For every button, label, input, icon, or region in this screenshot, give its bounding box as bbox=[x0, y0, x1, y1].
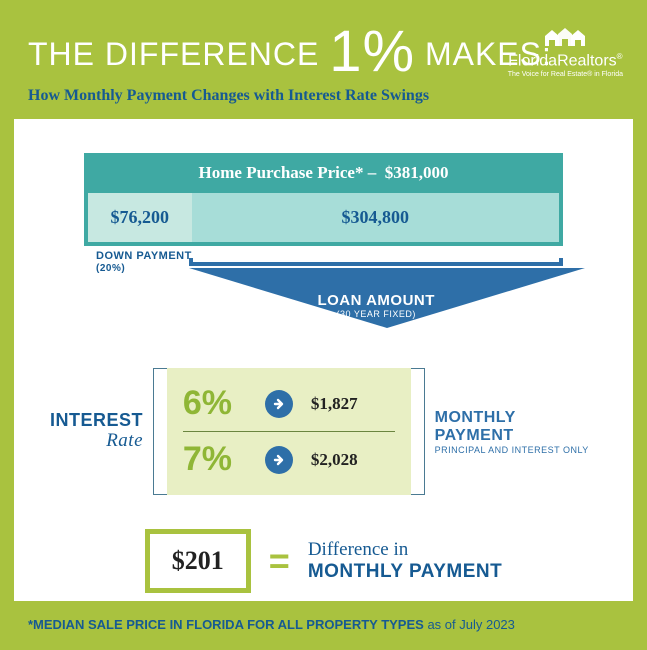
header: THE DIFFERENCE 1% MAKES: How Monthly Pay… bbox=[0, 0, 647, 113]
monthly-payment-label: MONTHLY PAYMENT PRINCIPAL AND INTEREST O… bbox=[425, 409, 597, 455]
price-box: Home Purchase Price* – $381,000 $76,200 … bbox=[84, 153, 563, 246]
bracket-line bbox=[189, 258, 563, 266]
title-percent: 1% bbox=[329, 19, 415, 84]
footnote-bold: *MEDIAN SALE PRICE IN FLORIDA FOR ALL PR… bbox=[28, 617, 424, 632]
loan-amount-cell: $304,800 bbox=[192, 193, 559, 242]
loan-bracket: LOAN AMOUNT (30 YEAR FIXED) bbox=[84, 274, 563, 346]
payment-value: $1,827 bbox=[311, 394, 358, 414]
houses-icon bbox=[508, 24, 623, 52]
arrow-right-icon bbox=[265, 446, 293, 474]
difference-label: Difference in MONTHLY PAYMENT bbox=[308, 539, 502, 583]
payment-value: $2,028 bbox=[311, 450, 358, 470]
rates-section: INTEREST Rate 6% $1,827 7% $2,028 MONTHL… bbox=[50, 368, 597, 495]
price-header-value: $381,000 bbox=[385, 163, 449, 182]
rate-value: 7% bbox=[183, 440, 247, 479]
left-bracket-icon bbox=[153, 368, 167, 495]
equals-icon: = bbox=[269, 540, 290, 582]
difference-amount: $201 bbox=[145, 529, 251, 593]
logo: FloridaRealtors® The Voice for Real Esta… bbox=[508, 24, 623, 78]
rate-row: 6% $1,827 bbox=[183, 376, 395, 431]
loan-label: LOAN AMOUNT (30 YEAR FIXED) bbox=[189, 292, 563, 319]
logo-name: FloridaRealtors® bbox=[508, 52, 623, 70]
subtitle: How Monthly Payment Changes with Interes… bbox=[28, 87, 619, 105]
right-bracket-icon bbox=[411, 368, 425, 495]
difference-section: $201 = Difference in MONTHLY PAYMENT bbox=[38, 529, 609, 593]
down-payment-cell: $76,200 bbox=[88, 193, 192, 242]
price-header-label: Home Purchase Price* – bbox=[199, 163, 377, 182]
price-split: $76,200 $304,800 bbox=[84, 193, 563, 246]
interest-rate-label: INTEREST Rate bbox=[50, 411, 153, 452]
footnote-rest: as of July 2023 bbox=[424, 617, 515, 632]
rates-box: 6% $1,827 7% $2,028 bbox=[167, 368, 411, 495]
infographic-container: THE DIFFERENCE 1% MAKES: How Monthly Pay… bbox=[0, 0, 647, 650]
logo-tagline: The Voice for Real Estate® in Florida bbox=[508, 71, 623, 78]
footnote: *MEDIAN SALE PRICE IN FLORIDA FOR ALL PR… bbox=[0, 601, 647, 632]
content-panel: Home Purchase Price* – $381,000 $76,200 … bbox=[14, 119, 633, 601]
arrow-right-icon bbox=[265, 390, 293, 418]
rate-row: 7% $2,028 bbox=[183, 431, 395, 487]
title-pre: THE DIFFERENCE bbox=[28, 36, 329, 72]
price-header: Home Purchase Price* – $381,000 bbox=[84, 153, 563, 193]
rate-value: 6% bbox=[183, 384, 247, 423]
